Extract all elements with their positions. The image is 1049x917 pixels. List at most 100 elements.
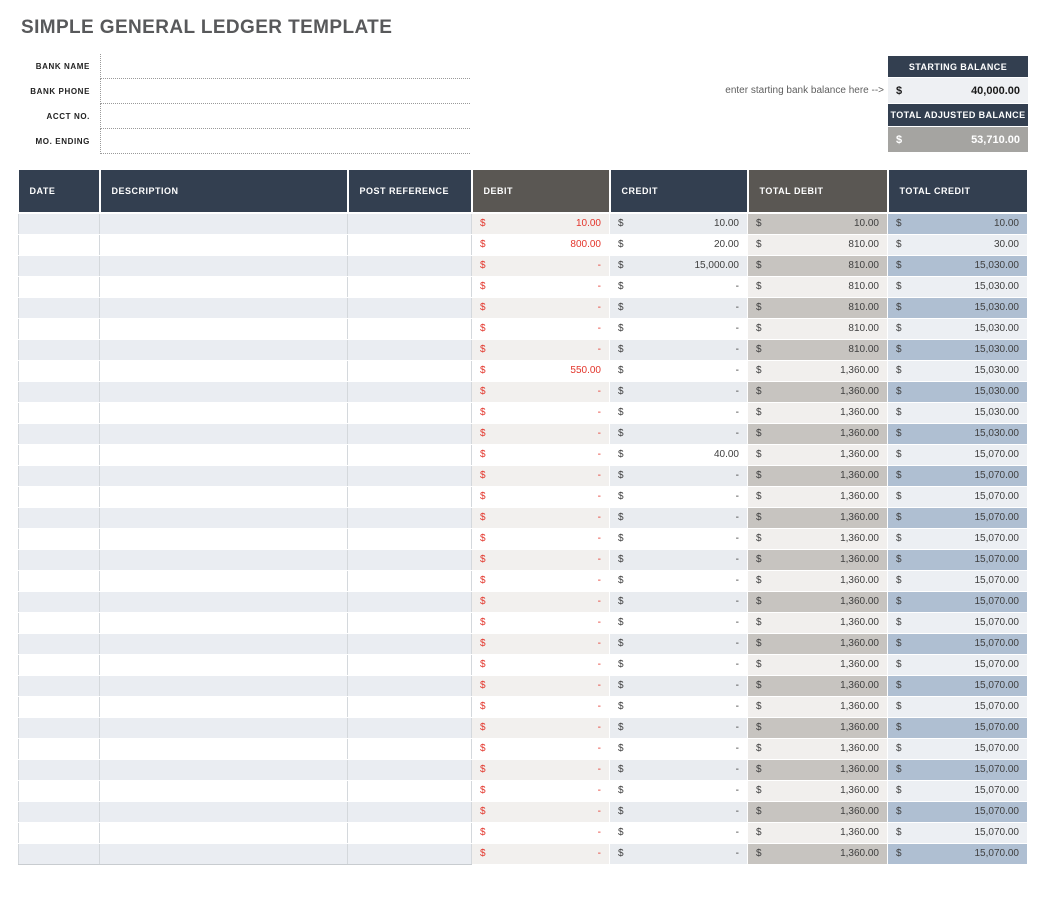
cell-credit[interactable]: $10.00 [609,213,748,235]
cell-description[interactable] [99,591,348,613]
cell-date[interactable] [18,486,100,508]
cell-credit[interactable]: $ - [609,780,748,802]
cell-date[interactable] [18,738,100,760]
cell-post-reference[interactable] [347,423,472,445]
cell-post-reference[interactable] [347,633,472,655]
cell-date[interactable] [18,822,100,844]
cell-debit[interactable]: $550.00 [471,360,610,382]
cell-description[interactable] [99,822,348,844]
cell-description[interactable] [99,570,348,592]
cell-credit[interactable]: $ - [609,759,748,781]
cell-credit[interactable]: $ - [609,318,748,340]
cell-credit[interactable]: $ - [609,801,748,823]
cell-date[interactable] [18,570,100,592]
cell-debit[interactable]: $ - [471,423,610,445]
cell-date[interactable] [18,675,100,697]
cell-post-reference[interactable] [347,255,472,277]
cell-description[interactable] [99,612,348,634]
cell-credit[interactable]: $ - [609,738,748,760]
cell-description[interactable] [99,234,348,256]
cell-date[interactable] [18,234,100,256]
cell-debit[interactable]: $ - [471,780,610,802]
cell-post-reference[interactable] [347,759,472,781]
cell-date[interactable] [18,318,100,340]
cell-debit[interactable]: $ - [471,801,610,823]
cell-description[interactable] [99,297,348,319]
cell-description[interactable] [99,801,348,823]
cell-date[interactable] [18,801,100,823]
bank-phone-input[interactable] [100,79,470,104]
cell-credit[interactable]: $ - [609,360,748,382]
cell-credit[interactable]: $ - [609,339,748,361]
cell-description[interactable] [99,318,348,340]
cell-date[interactable] [18,339,100,361]
cell-credit[interactable]: $ - [609,591,748,613]
cell-credit[interactable]: $15,000.00 [609,255,748,277]
cell-date[interactable] [18,402,100,424]
cell-description[interactable] [99,339,348,361]
cell-credit[interactable]: $40.00 [609,444,748,466]
cell-post-reference[interactable] [347,297,472,319]
cell-debit[interactable]: $ - [471,591,610,613]
cell-post-reference[interactable] [347,801,472,823]
cell-description[interactable] [99,255,348,277]
cell-debit[interactable]: $ - [471,339,610,361]
cell-post-reference[interactable] [347,591,472,613]
acct-no-input[interactable] [100,104,470,129]
cell-post-reference[interactable] [347,402,472,424]
cell-post-reference[interactable] [347,612,472,634]
cell-debit[interactable]: $ - [471,465,610,487]
cell-credit[interactable]: $ - [609,633,748,655]
cell-debit[interactable]: $ - [471,738,610,760]
cell-description[interactable] [99,360,348,382]
cell-post-reference[interactable] [347,444,472,466]
cell-debit[interactable]: $10.00 [471,213,610,235]
bank-name-input[interactable] [100,54,470,79]
cell-debit[interactable]: $ - [471,318,610,340]
starting-balance-cell[interactable]: $ 40,000.00 [888,78,1028,103]
cell-description[interactable] [99,528,348,550]
cell-date[interactable] [18,507,100,529]
cell-description[interactable] [99,675,348,697]
cell-post-reference[interactable] [347,570,472,592]
cell-post-reference[interactable] [347,339,472,361]
cell-debit[interactable]: $ - [471,822,610,844]
cell-post-reference[interactable] [347,234,472,256]
cell-debit[interactable]: $ - [471,633,610,655]
cell-description[interactable] [99,444,348,466]
cell-debit[interactable]: $ - [471,654,610,676]
cell-credit[interactable]: $ - [609,696,748,718]
cell-debit[interactable]: $ - [471,549,610,571]
cell-debit[interactable]: $ - [471,696,610,718]
cell-date[interactable] [18,591,100,613]
cell-post-reference[interactable] [347,528,472,550]
cell-post-reference[interactable] [347,507,472,529]
cell-post-reference[interactable] [347,360,472,382]
cell-date[interactable] [18,717,100,739]
cell-post-reference[interactable] [347,717,472,739]
cell-debit[interactable]: $ - [471,507,610,529]
cell-post-reference[interactable] [347,276,472,298]
cell-debit[interactable]: $ - [471,255,610,277]
cell-credit[interactable]: $ - [609,717,748,739]
cell-date[interactable] [18,297,100,319]
cell-description[interactable] [99,759,348,781]
cell-date[interactable] [18,423,100,445]
cell-credit[interactable]: $ - [609,423,748,445]
cell-date[interactable] [18,780,100,802]
cell-post-reference[interactable] [347,318,472,340]
cell-description[interactable] [99,213,348,235]
cell-description[interactable] [99,381,348,403]
cell-credit[interactable]: $ - [609,276,748,298]
cell-post-reference[interactable] [347,213,472,235]
cell-credit[interactable]: $ - [609,570,748,592]
cell-description[interactable] [99,402,348,424]
cell-description[interactable] [99,738,348,760]
cell-debit[interactable]: $ - [471,276,610,298]
cell-post-reference[interactable] [347,822,472,844]
cell-date[interactable] [18,612,100,634]
cell-description[interactable] [99,654,348,676]
cell-credit[interactable]: $ - [609,486,748,508]
cell-post-reference[interactable] [347,696,472,718]
cell-credit[interactable]: $ - [609,612,748,634]
